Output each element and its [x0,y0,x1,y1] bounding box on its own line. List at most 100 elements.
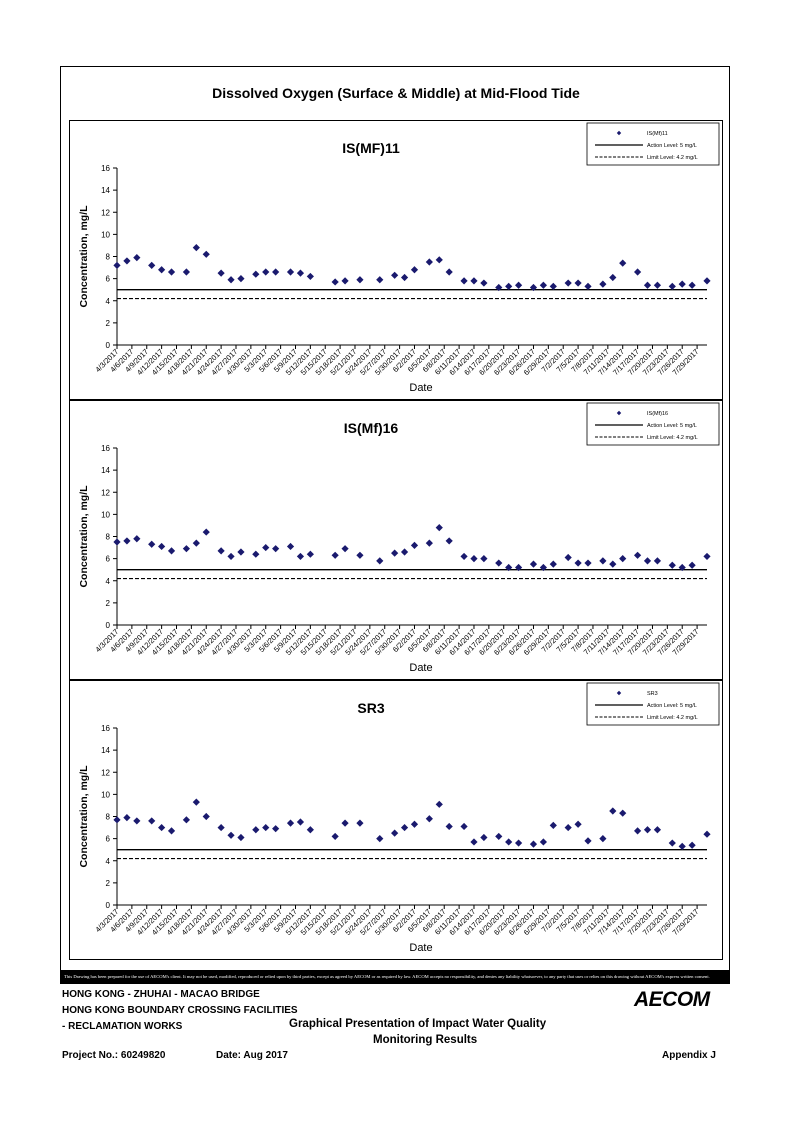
data-point [539,838,547,846]
data-point [688,561,696,569]
data-point [609,273,617,282]
data-point [296,269,305,277]
data-point [202,250,210,258]
data-point [123,814,131,822]
y-tick-label: 6 [106,555,111,564]
data-point [262,823,270,832]
data-point [192,244,200,252]
chart-border [69,120,723,400]
y-tick-label: 4 [106,297,111,306]
data-point [376,557,384,565]
legend-series-label: IS(Mf)16 [647,411,668,417]
y-axis-label: Concentration, mg/L [78,205,90,308]
chart-title: IS(MF)11 [342,140,400,156]
y-tick-label: 4 [106,857,111,866]
data-point [182,268,191,276]
data-point [549,821,557,829]
data-point [599,280,607,288]
data-point [237,833,245,842]
y-tick-label: 14 [101,746,110,755]
y-tick-label: 8 [106,813,111,822]
data-point [539,563,547,572]
y-tick-label: 10 [101,230,110,239]
x-axis-label: Date [409,662,432,674]
legend-action-label: Action Level: 5 mg/L [647,143,697,149]
data-point [341,277,349,285]
data-point [182,545,191,553]
data-point [584,559,592,567]
document-title-line-2: Monitoring Results [373,1034,478,1046]
data-point [296,818,305,826]
disclaimer-bar: This Drawing has been prepared for the u… [61,970,729,984]
data-point [391,549,399,557]
y-tick-label: 2 [106,879,111,888]
data-point [564,823,572,832]
data-point [148,817,156,825]
y-tick-label: 0 [106,341,111,350]
legend-series-label: IS(Mf)11 [647,131,668,137]
data-point [391,829,399,837]
y-tick-label: 16 [101,724,110,733]
data-point [262,268,270,276]
data-point [425,258,433,266]
x-axis-label: Date [409,942,432,954]
data-point [619,555,627,563]
legend-limit-label: Limit Level: 4.2 mg/L [647,715,698,721]
legend-marker-diamond [616,690,622,696]
y-tick-label: 8 [106,253,111,262]
data-point [564,279,572,287]
data-point [653,281,662,289]
y-tick-label: 10 [101,510,110,519]
data-point [217,823,225,832]
chart-title: IS(Mf)16 [344,420,399,436]
data-point [678,280,686,288]
data-point [391,271,399,279]
data-point [609,560,617,568]
data-point [470,555,478,563]
project-line-2: HONG KONG BOUNDARY CROSSING FACILITIES [62,1005,298,1016]
data-point [237,275,245,283]
document-date: Date: Aug 2017 [216,1050,288,1061]
y-tick-label: 16 [101,444,110,453]
data-point [286,268,295,276]
data-point [113,538,121,546]
data-point [599,835,607,843]
data-point [376,276,384,284]
y-tick-label: 10 [101,790,110,799]
data-point [262,543,270,552]
chart-title: SR3 [357,700,384,716]
data-point [514,563,523,572]
legend-action-label: Action Level: 5 mg/L [647,703,697,709]
drawing-frame: Dissolved Oxygen (Surface & Middle) at M… [60,66,730,984]
legend-marker-diamond [616,410,622,416]
data-point [123,537,131,545]
data-point [227,276,235,284]
legend-box [586,122,720,166]
data-point [425,815,433,823]
y-tick-label: 6 [106,275,111,284]
y-tick-label: 16 [101,164,110,173]
data-point [480,279,488,287]
data-point [133,254,141,262]
data-point [688,841,696,849]
y-tick-label: 0 [106,901,111,910]
data-point [356,276,364,284]
legend-marker-diamond [616,130,622,136]
y-tick-label: 12 [101,488,110,497]
legend-box [586,682,720,726]
data-point [272,268,280,276]
document-title-line-1: Graphical Presentation of Impact Water Q… [289,1018,547,1030]
data-point [619,259,627,267]
data-point [703,830,711,838]
data-point [158,542,166,551]
legend-limit-label: Limit Level: 4.2 mg/L [647,155,698,161]
page-title: Dissolved Oxygen (Surface & Middle) at M… [212,85,580,101]
data-point [529,840,538,848]
chart-is-mf-16: IS(Mf)1602468101214164/3/20174/6/20174/9… [69,400,723,680]
y-tick-label: 2 [106,599,111,608]
x-axis-label: Date [409,382,432,394]
data-point [445,537,453,545]
y-tick-label: 2 [106,319,111,328]
chart-border [69,400,723,680]
data-point [123,257,131,265]
